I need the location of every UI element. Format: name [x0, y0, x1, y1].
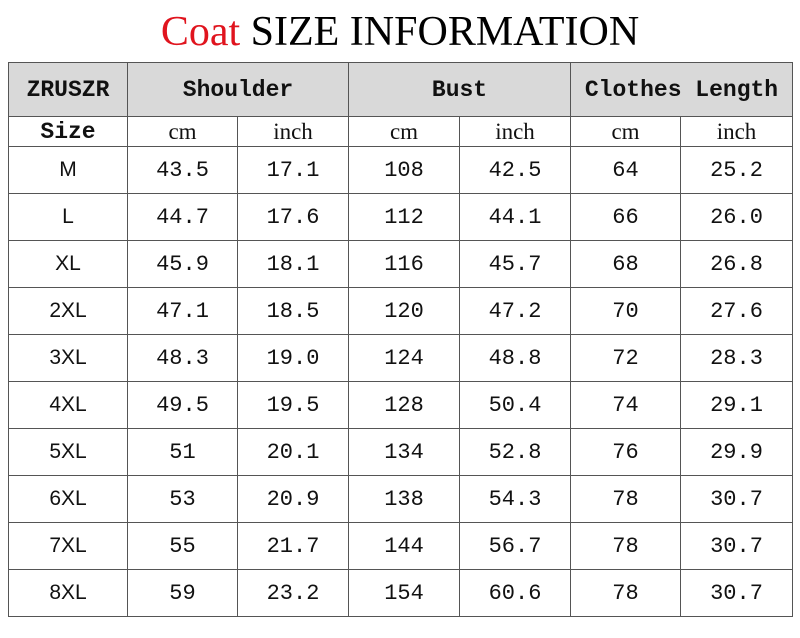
size-cell: 4XL — [8, 381, 128, 429]
measure-cell: 120 — [348, 287, 460, 335]
data-row: 6XL 53 20.9 138 54.3 78 30.7 — [8, 475, 793, 523]
measure-cell: 59 — [127, 569, 238, 617]
measure-cell: 51 — [127, 428, 238, 476]
measure-cell: 49.5 — [127, 381, 238, 429]
measure-cell: 26.0 — [680, 193, 793, 241]
measure-cell: 53 — [127, 475, 238, 523]
unit-cell: inch — [680, 116, 793, 147]
measure-cell: 47.1 — [127, 287, 238, 335]
measure-cell: 70 — [570, 287, 681, 335]
measure-cell: 54.3 — [459, 475, 571, 523]
measure-cell: 18.5 — [237, 287, 349, 335]
measure-cell: 108 — [348, 146, 460, 194]
data-row: 5XL 51 20.1 134 52.8 76 29.9 — [8, 428, 793, 476]
measure-cell: 112 — [348, 193, 460, 241]
measure-cell: 64 — [570, 146, 681, 194]
group-header: Clothes Length — [570, 62, 793, 117]
measure-cell: 124 — [348, 334, 460, 382]
table-body: ZRUSZR Shoulder Bust Clothes Length Size cm in… — [8, 62, 793, 617]
title-text: SIZE INFORMATION — [250, 9, 640, 55]
unit-cell: cm — [348, 116, 460, 147]
unit-cell: cm — [127, 116, 238, 147]
size-cell: 6XL — [8, 475, 128, 523]
units-row: Size cm inch cm inch cm inch — [8, 116, 793, 147]
measure-cell: 47.2 — [459, 287, 571, 335]
measure-cell: 72 — [570, 334, 681, 382]
measure-cell: 68 — [570, 240, 681, 288]
size-cell: L — [8, 193, 128, 241]
measure-cell: 26.8 — [680, 240, 793, 288]
group-header: Shoulder — [127, 62, 349, 117]
data-row: 4XL 49.5 19.5 128 50.4 74 29.1 — [8, 381, 793, 429]
data-row: M 43.5 17.1 108 42.5 64 25.2 — [8, 146, 793, 194]
measure-cell: 20.1 — [237, 428, 349, 476]
measure-cell: 138 — [348, 475, 460, 523]
measure-cell: 21.7 — [237, 522, 349, 570]
measure-cell: 45.7 — [459, 240, 571, 288]
measure-cell: 50.4 — [459, 381, 571, 429]
size-table: ZRUSZR Shoulder Bust Clothes Length Size cm in… — [8, 62, 793, 617]
measure-cell: 19.0 — [237, 334, 349, 382]
data-row: L 44.7 17.6 112 44.1 66 26.0 — [8, 193, 793, 241]
data-row: 2XL 47.1 18.5 120 47.2 70 27.6 — [8, 287, 793, 335]
measure-cell: 116 — [348, 240, 460, 288]
unit-cell: cm — [570, 116, 681, 147]
size-cell: 8XL — [8, 569, 128, 617]
measure-cell: 30.7 — [680, 522, 793, 570]
data-row: 3XL 48.3 19.0 124 48.8 72 28.3 — [8, 334, 793, 382]
unit-cell: inch — [237, 116, 349, 147]
size-cell: 5XL — [8, 428, 128, 476]
measure-cell: 29.1 — [680, 381, 793, 429]
title-highlight: Coat — [160, 9, 241, 55]
size-cell: 7XL — [8, 522, 128, 570]
measure-cell: 144 — [348, 522, 460, 570]
measure-cell: 17.6 — [237, 193, 349, 241]
size-label: Size — [8, 116, 128, 147]
measure-cell: 28.3 — [680, 334, 793, 382]
measure-cell: 55 — [127, 522, 238, 570]
size-cell: 2XL — [8, 287, 128, 335]
measure-cell: 48.3 — [127, 334, 238, 382]
measure-cell: 30.7 — [680, 569, 793, 617]
measure-cell: 128 — [348, 381, 460, 429]
measure-cell: 154 — [348, 569, 460, 617]
measure-cell: 78 — [570, 475, 681, 523]
measure-cell: 52.8 — [459, 428, 571, 476]
measure-cell: 48.8 — [459, 334, 571, 382]
measure-cell: 19.5 — [237, 381, 349, 429]
title: Coat SIZE INFORMATION — [0, 8, 800, 56]
data-row: XL 45.9 18.1 116 45.7 68 26.8 — [8, 240, 793, 288]
unit-cell: inch — [459, 116, 571, 147]
measure-cell: 23.2 — [237, 569, 349, 617]
measure-cell: 27.6 — [680, 287, 793, 335]
measure-cell: 134 — [348, 428, 460, 476]
data-row: 8XL 59 23.2 154 60.6 78 30.7 — [8, 569, 793, 617]
measure-cell: 78 — [570, 569, 681, 617]
measure-cell: 45.9 — [127, 240, 238, 288]
measure-cell: 60.6 — [459, 569, 571, 617]
size-cell: XL — [8, 240, 128, 288]
header-row: ZRUSZR Shoulder Bust Clothes Length — [8, 62, 793, 117]
measure-cell: 66 — [570, 193, 681, 241]
measure-cell: 25.2 — [680, 146, 793, 194]
measure-cell: 17.1 — [237, 146, 349, 194]
measure-cell: 44.7 — [127, 193, 238, 241]
measure-cell: 76 — [570, 428, 681, 476]
measure-cell: 78 — [570, 522, 681, 570]
data-row: 7XL 55 21.7 144 56.7 78 30.7 — [8, 522, 793, 570]
measure-cell: 56.7 — [459, 522, 571, 570]
measure-cell: 20.9 — [237, 475, 349, 523]
measure-cell: 43.5 — [127, 146, 238, 194]
measure-cell: 18.1 — [237, 240, 349, 288]
size-cell: 3XL — [8, 334, 128, 382]
measure-cell: 44.1 — [459, 193, 571, 241]
size-cell: M — [8, 146, 128, 194]
measure-cell: 42.5 — [459, 146, 571, 194]
measure-cell: 30.7 — [680, 475, 793, 523]
brand-cell: ZRUSZR — [8, 62, 128, 117]
measure-cell: 29.9 — [680, 428, 793, 476]
group-header: Bust — [348, 62, 571, 117]
measure-cell: 74 — [570, 381, 681, 429]
